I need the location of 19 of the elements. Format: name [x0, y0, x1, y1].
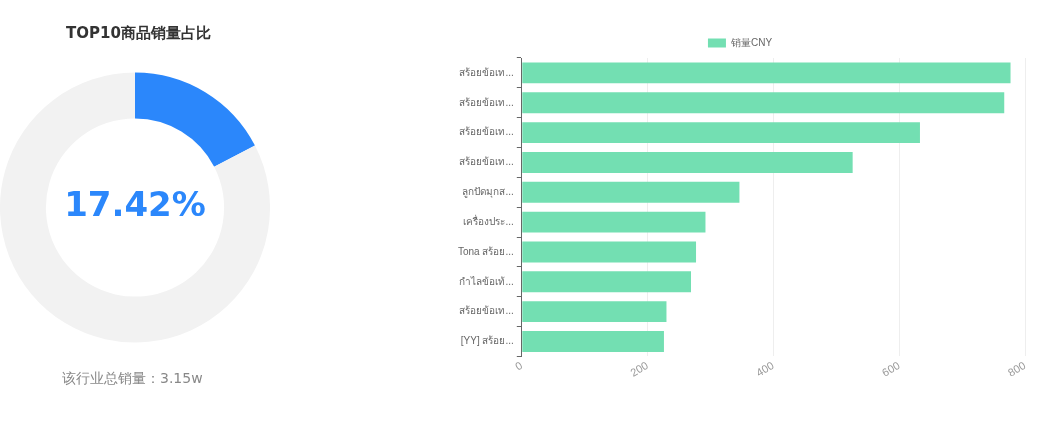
text: 该行业总销量：3.15w — [62, 370, 203, 388]
x-tick-label: 0 — [513, 359, 525, 373]
y-tick-label: สร้อยข้อเท... — [459, 156, 514, 168]
y-tick-label: ลูกปัดมุกส... — [462, 186, 514, 199]
y-tick-label: กำไลข้อเท้... — [459, 275, 514, 287]
data-label: 17.42% — [64, 184, 206, 225]
y-tick-label: สร้อยข้อเท... — [459, 305, 514, 317]
x-tick-label: 800 — [1005, 359, 1028, 379]
y-tick-label: เครื่องประ... — [463, 213, 514, 227]
x-tick-label: 200 — [628, 359, 651, 379]
y-tick-label: สร้อยข้อเท... — [459, 126, 514, 138]
y-tick-label: สร้อยข้อเท... — [459, 96, 514, 108]
x-tick-label: 400 — [754, 359, 776, 379]
x-tick-label: 600 — [879, 359, 902, 379]
chart-title: TOP10商品销量占比 — [66, 24, 211, 43]
y-tick-label: Tona สร้อย... — [457, 245, 514, 257]
y-tick-label: [YY] สร้อย... — [460, 335, 514, 347]
legend-label: 销量CNY — [729, 36, 773, 48]
y-tick-label: สร้อยข้อเท... — [459, 66, 514, 78]
